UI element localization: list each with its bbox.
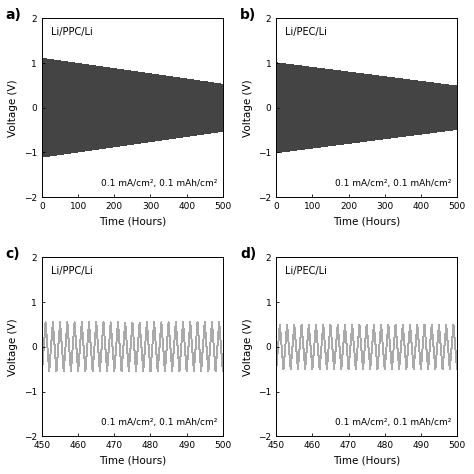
X-axis label: Time (Hours): Time (Hours) <box>333 456 400 465</box>
Text: d): d) <box>240 246 256 261</box>
Text: 0.1 mA/cm², 0.1 mAh/cm²: 0.1 mA/cm², 0.1 mAh/cm² <box>335 179 452 188</box>
Y-axis label: Voltage (V): Voltage (V) <box>243 79 253 137</box>
Text: Li/PEC/Li: Li/PEC/Li <box>285 27 327 37</box>
Text: Li/PPC/Li: Li/PPC/Li <box>51 266 93 276</box>
Text: 0.1 mA/cm², 0.1 mAh/cm²: 0.1 mA/cm², 0.1 mAh/cm² <box>101 419 218 427</box>
Y-axis label: Voltage (V): Voltage (V) <box>9 79 18 137</box>
X-axis label: Time (Hours): Time (Hours) <box>99 217 166 227</box>
Y-axis label: Voltage (V): Voltage (V) <box>9 318 18 375</box>
Text: c): c) <box>6 246 20 261</box>
X-axis label: Time (Hours): Time (Hours) <box>99 456 166 465</box>
Text: 0.1 mA/cm², 0.1 mAh/cm²: 0.1 mA/cm², 0.1 mAh/cm² <box>335 419 452 427</box>
X-axis label: Time (Hours): Time (Hours) <box>333 217 400 227</box>
Text: 0.1 mA/cm², 0.1 mAh/cm²: 0.1 mA/cm², 0.1 mAh/cm² <box>101 179 218 188</box>
Text: b): b) <box>240 8 256 21</box>
Y-axis label: Voltage (V): Voltage (V) <box>243 318 253 375</box>
Text: Li/PEC/Li: Li/PEC/Li <box>285 266 327 276</box>
Text: a): a) <box>6 8 22 21</box>
Text: Li/PPC/Li: Li/PPC/Li <box>51 27 93 37</box>
